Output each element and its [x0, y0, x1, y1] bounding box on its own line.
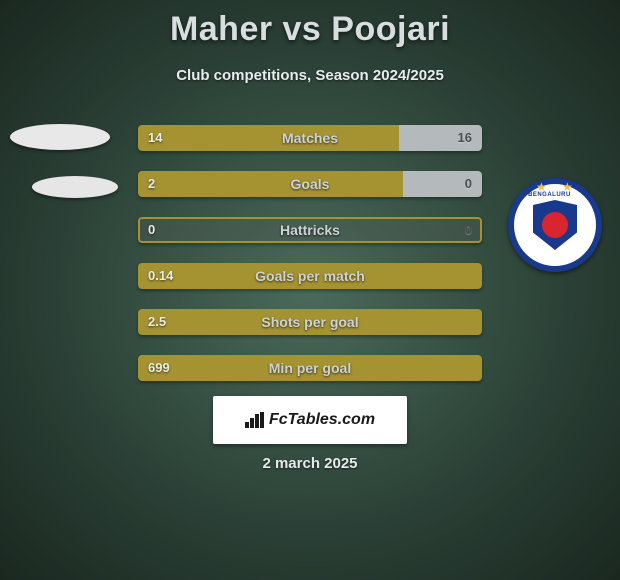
right-club-logo: ★ ★ BENGALURU — [500, 170, 610, 280]
page-title: Maher vs Poojari — [0, 0, 620, 49]
watermark-badge: FcTables.com — [213, 396, 407, 444]
left-club-logo — [10, 118, 110, 218]
bar-chart-icon — [245, 412, 265, 428]
bar-label: Shots per goal — [138, 309, 482, 335]
content-container: Maher vs Poojari Club competitions, Seas… — [0, 0, 620, 580]
stat-bar-row: 2.5Shots per goal — [138, 309, 482, 335]
right-logo-shield-inner — [542, 212, 568, 238]
bar-label: Hattricks — [138, 217, 482, 243]
stat-bar-row: 699Min per goal — [138, 355, 482, 381]
right-club-name: BENGALURU — [528, 192, 571, 198]
stat-bar-row: 20Goals — [138, 171, 482, 197]
page-subtitle: Club competitions, Season 2024/2025 — [0, 67, 620, 84]
bar-label: Min per goal — [138, 355, 482, 381]
stat-bar-row: 0.14Goals per match — [138, 263, 482, 289]
stat-bar-row: 00Hattricks — [138, 217, 482, 243]
bar-label: Goals per match — [138, 263, 482, 289]
stat-bar-row: 1416Matches — [138, 125, 482, 151]
left-logo-shape-2 — [32, 176, 118, 198]
stats-bars-container: 1416Matches 20Goals 00Hattricks 0.14Goals p… — [138, 125, 482, 401]
date-label: 2 march 2025 — [0, 455, 620, 472]
watermark-text: FcTables.com — [269, 411, 375, 429]
bar-label: Goals — [138, 171, 482, 197]
bar-label: Matches — [138, 125, 482, 151]
left-logo-shape-1 — [10, 124, 110, 150]
